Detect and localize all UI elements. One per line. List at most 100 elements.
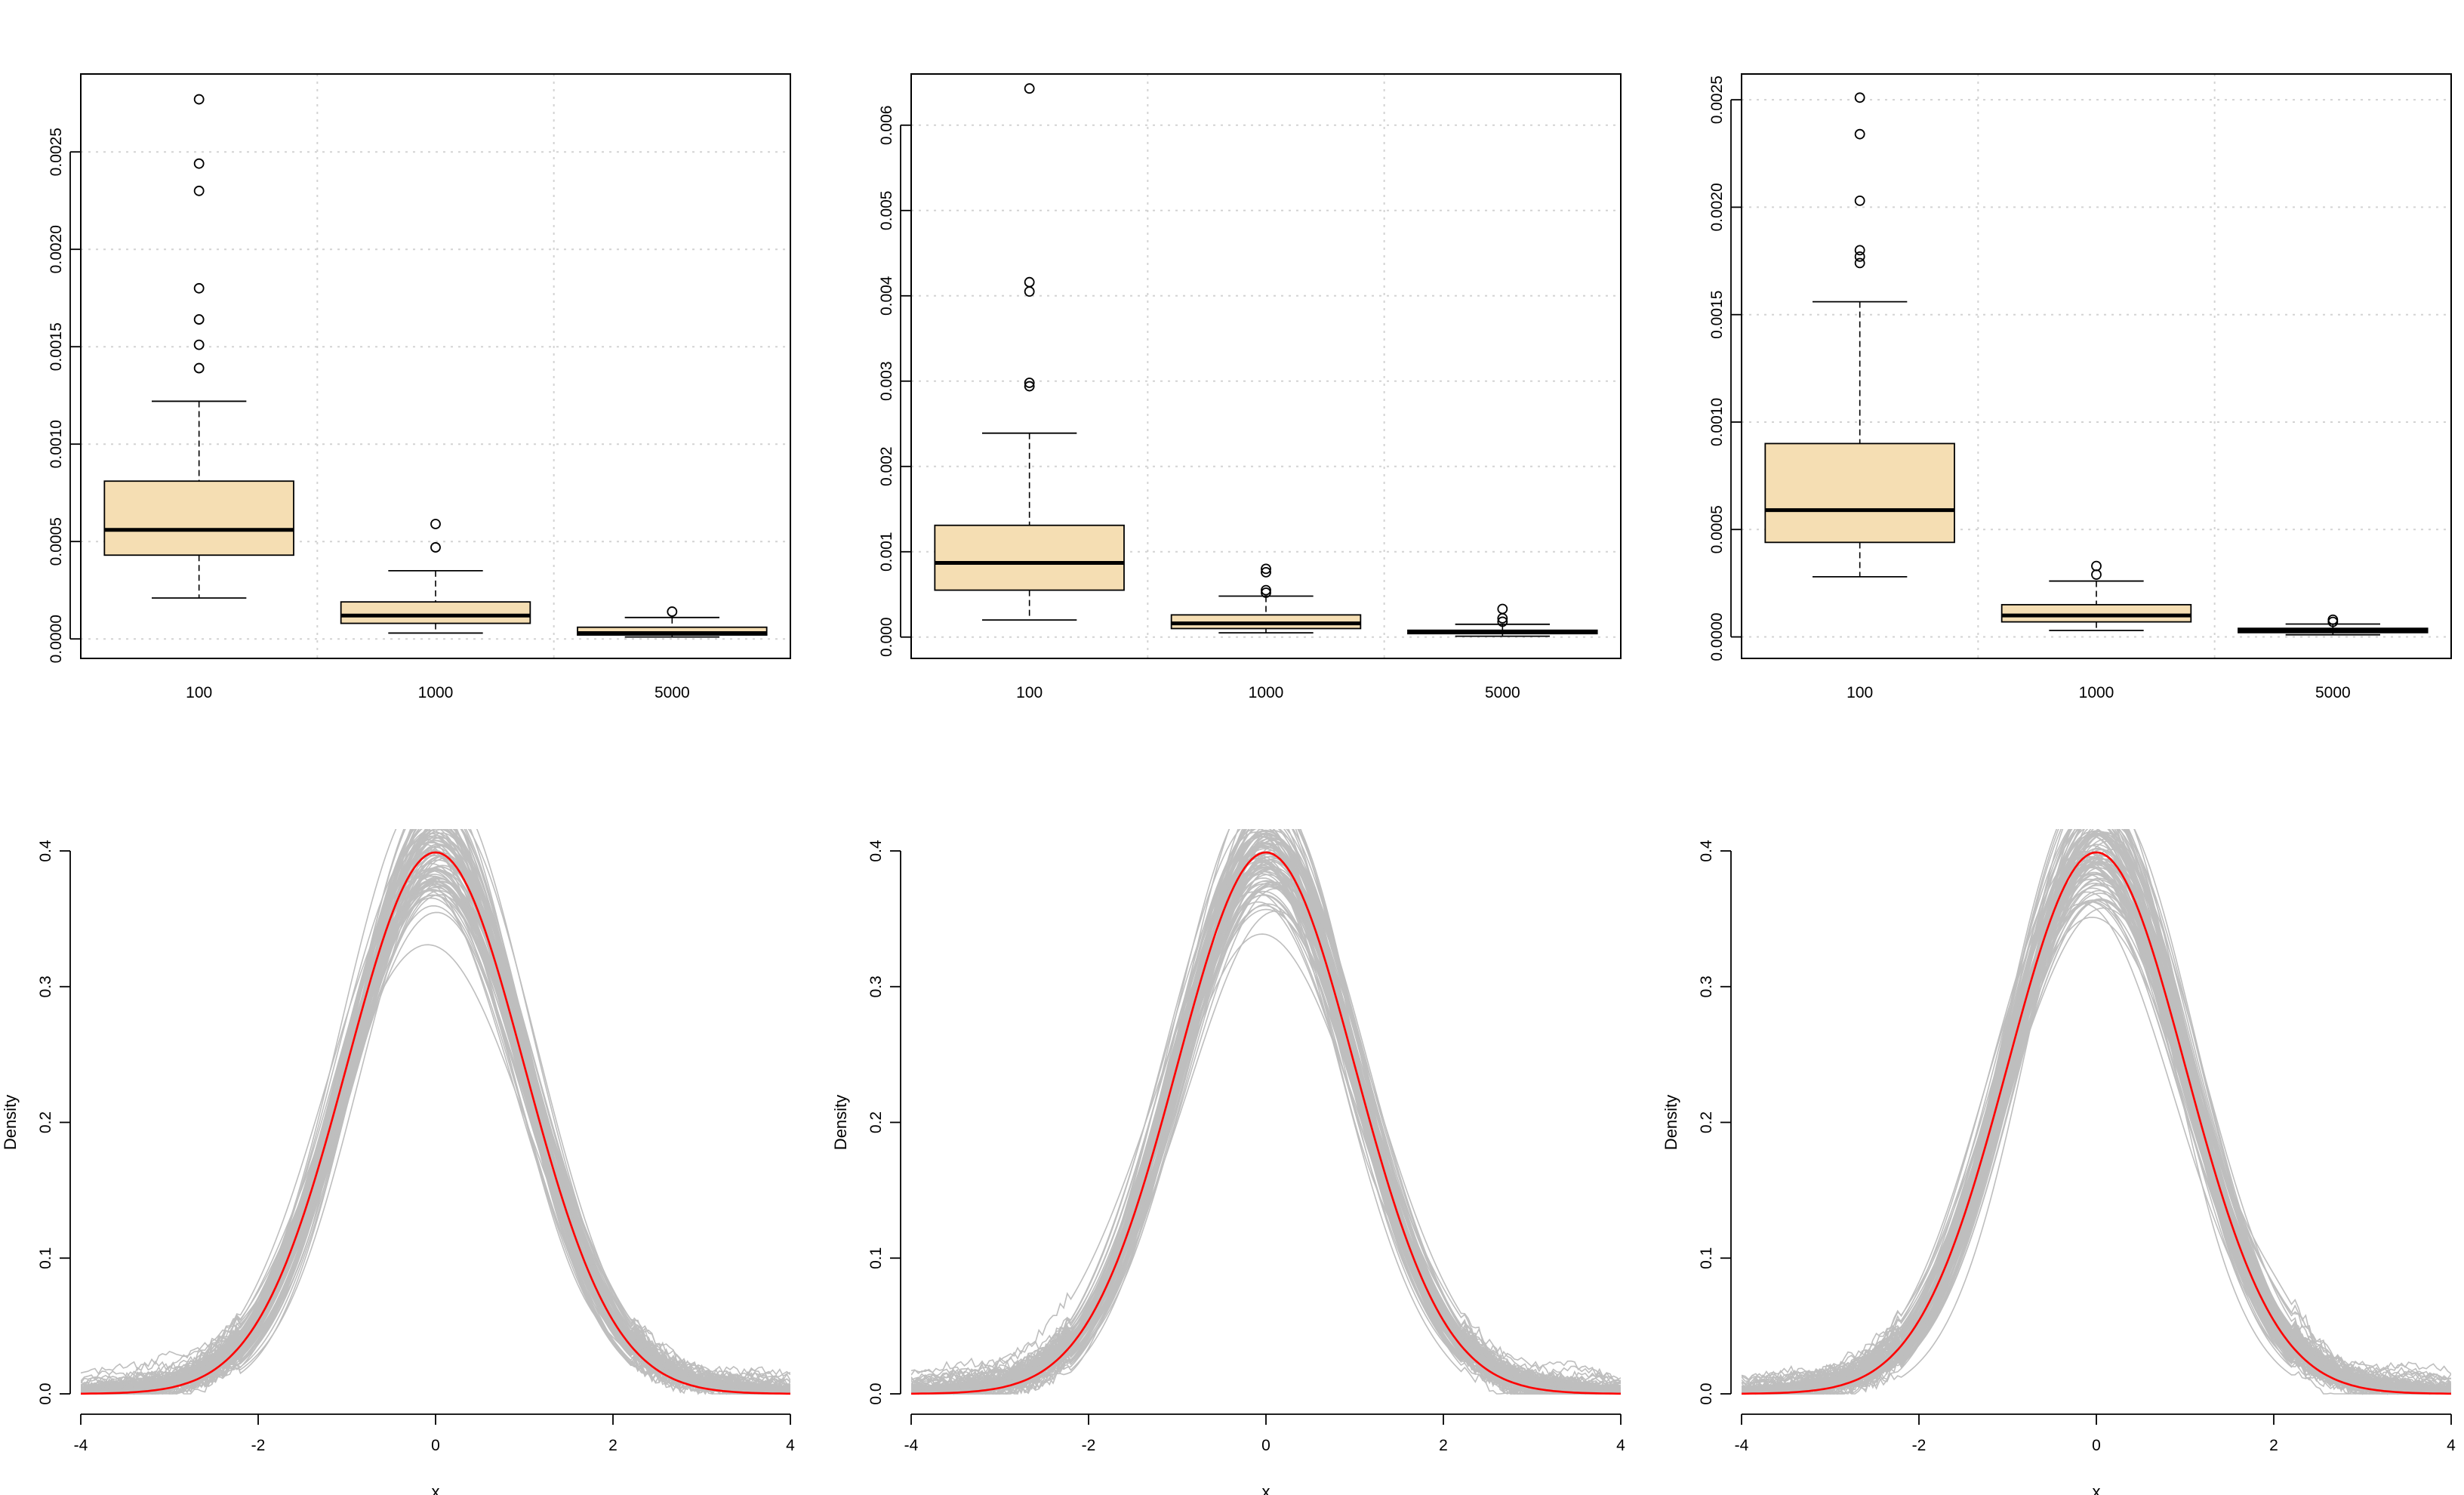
- x-tick-label: 0: [431, 1437, 440, 1454]
- x-category-label: 100: [1846, 684, 1873, 701]
- y-tick-label: 0.0005: [48, 517, 65, 566]
- y-tick-label: 0.0015: [48, 322, 65, 371]
- sample-density-curve: [81, 829, 790, 1394]
- outlier-point: [1497, 616, 1508, 627]
- density-panel: -4 -2 0 2 4 x 0.0 0.1 0.2 0.3 0.4 Density: [831, 829, 1625, 1495]
- box-5000: [1407, 603, 1598, 637]
- y-tick-label: 0.2: [1698, 1111, 1715, 1133]
- sample-density-curve: [81, 881, 790, 1395]
- x-tick-label: -4: [74, 1437, 88, 1454]
- plot-frame: [1741, 73, 2452, 659]
- outlier-point: [1854, 195, 1865, 206]
- box-5000: [577, 606, 768, 638]
- x-tick-label: 2: [2269, 1437, 2278, 1454]
- x-axis-title: x: [2093, 1482, 2101, 1495]
- outlier-point: [1024, 83, 1035, 94]
- x-tick-label: 0: [2092, 1437, 2101, 1454]
- outlier-point: [667, 606, 678, 617]
- y-tick-label: 0.0015: [1708, 291, 1726, 339]
- y-tick-label: 0.0010: [1708, 398, 1726, 446]
- plot-frame: [910, 73, 1622, 659]
- y-tick-label: 0.3: [867, 976, 885, 997]
- x-tick-label: -2: [251, 1437, 266, 1454]
- x-tick-label: -2: [1082, 1437, 1096, 1454]
- outlier-point: [1024, 276, 1035, 288]
- sample-density-curve: [1742, 887, 2451, 1395]
- box-iqr: [103, 480, 294, 556]
- sample-density-curve: [1742, 907, 2451, 1395]
- y-tick-label: 0.1: [37, 1247, 54, 1269]
- sample-density-curve: [911, 839, 1621, 1391]
- box-5000: [2238, 614, 2429, 636]
- outlier-point: [2091, 560, 2102, 572]
- sample-density-curve: [81, 875, 790, 1395]
- density-panel: -4 -2 0 2 4 x 0.0 0.1 0.2 0.3 0.4 Density: [1662, 829, 2456, 1495]
- x-category-label: 1000: [1249, 684, 1284, 701]
- y-tick-label: 0.0: [1698, 1382, 1715, 1404]
- outlier-point: [1261, 566, 1271, 578]
- outlier-point: [430, 519, 441, 529]
- sample-density-curve: [911, 886, 1621, 1395]
- plot-frame: [80, 73, 791, 659]
- sample-density-curve: [81, 868, 790, 1395]
- y-tick-label: 0.000: [878, 617, 895, 657]
- x-category-label: 1000: [2079, 684, 2114, 701]
- x-tick-label: 0: [1261, 1437, 1270, 1454]
- y-tick-label: 0.0025: [1708, 76, 1726, 124]
- outlier-point: [1854, 257, 1865, 269]
- box-1000: [340, 519, 531, 634]
- x-tick-label: 4: [2447, 1437, 2456, 1454]
- outlier-point: [1261, 584, 1271, 596]
- x-tick-label: 2: [1439, 1437, 1448, 1454]
- true-density-curve: [81, 851, 790, 1395]
- sample-curves: [1742, 829, 2451, 1395]
- outlier-point: [193, 185, 205, 196]
- true-density-curve: [911, 851, 1621, 1395]
- outlier-point: [193, 282, 205, 294]
- x-tick-label: 4: [786, 1437, 795, 1454]
- x-axis-title: x: [1262, 1482, 1270, 1495]
- outlier-point: [193, 314, 205, 325]
- x-tick-label: 4: [1616, 1437, 1625, 1454]
- sample-density-curve: [911, 894, 1621, 1395]
- boxplot-panel: 0.0000 0.0005 0.0010 0.0015 0.0020 0.0025 100 1…: [1708, 73, 2452, 701]
- sample-density-curve: [1742, 892, 2451, 1394]
- y-tick-label: 0.4: [1698, 840, 1715, 862]
- sample-curves: [81, 829, 790, 1395]
- y-tick-label: 0.3: [37, 976, 54, 997]
- outlier-point: [430, 542, 441, 553]
- x-tick-label: -4: [904, 1437, 919, 1454]
- box-100: [1764, 92, 1955, 578]
- sample-density-curve: [1742, 874, 2451, 1395]
- outlier-point: [1497, 603, 1508, 615]
- y-tick-label: 0.1: [1698, 1247, 1715, 1269]
- box-iqr: [577, 626, 768, 636]
- y-tick-label: 0.0010: [48, 420, 65, 468]
- outlier-point: [193, 362, 205, 374]
- y-tick-label: 0.0000: [48, 615, 65, 663]
- outlier-point: [1261, 563, 1271, 575]
- outlier-point: [193, 94, 205, 105]
- x-category-label: 100: [1016, 684, 1043, 701]
- boxplot-panel: 0.000 0.001 0.002 0.003 0.004 0.005 0.006 100 10…: [878, 73, 1622, 701]
- y-axis-title: Density: [1, 1095, 20, 1150]
- sample-density-curve: [911, 865, 1621, 1393]
- y-tick-label: 0.4: [867, 840, 885, 862]
- y-tick-label: 0.003: [878, 361, 895, 401]
- outlier-point: [1854, 251, 1865, 262]
- y-tick-label: 0.0000: [1708, 612, 1726, 661]
- true-density-curve: [1742, 851, 2451, 1395]
- box-1000: [1170, 563, 1362, 634]
- boxplot-panel: 0.0000 0.0005 0.0010 0.0015 0.0020 0.0025 100 1…: [48, 73, 791, 701]
- y-tick-label: 0.2: [867, 1111, 885, 1133]
- x-tick-label: 2: [608, 1437, 618, 1454]
- sample-density-curve: [1742, 829, 2451, 1395]
- box-100: [934, 83, 1125, 621]
- x-category-label: 5000: [2315, 684, 2351, 701]
- y-tick-label: 0.0025: [48, 128, 65, 176]
- x-category-label: 5000: [1485, 684, 1520, 701]
- outlier-point: [193, 158, 205, 169]
- outlier-point: [1854, 92, 1865, 103]
